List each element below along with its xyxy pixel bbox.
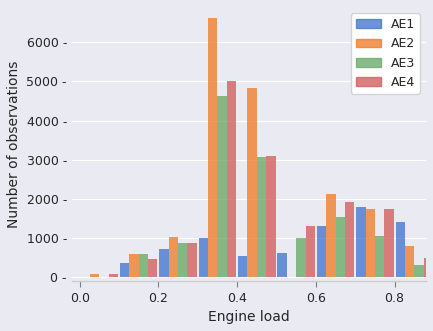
X-axis label: Engine load: Engine load [208, 310, 290, 324]
Bar [238, 257, 248, 277]
Bar [227, 80, 236, 277]
Bar [396, 222, 405, 277]
Bar [405, 246, 414, 277]
Bar [423, 259, 433, 277]
Bar [148, 259, 158, 277]
Bar [278, 253, 287, 277]
Bar [199, 238, 208, 277]
Bar [139, 255, 148, 277]
Bar [326, 194, 336, 277]
Bar [217, 96, 227, 277]
Bar [384, 210, 394, 277]
Bar [356, 208, 365, 277]
Bar [317, 226, 326, 277]
Bar [169, 237, 178, 277]
Bar [306, 226, 315, 277]
Bar [296, 238, 306, 277]
Bar [336, 217, 345, 277]
Bar [90, 274, 100, 277]
Bar [109, 274, 118, 277]
Bar [365, 210, 375, 277]
Bar [178, 243, 187, 277]
Bar [375, 236, 384, 277]
Bar [266, 156, 275, 277]
Bar [187, 243, 197, 277]
Bar [414, 265, 423, 277]
Y-axis label: Number of observations: Number of observations [7, 60, 21, 228]
Bar [208, 18, 217, 277]
Bar [345, 202, 354, 277]
Bar [248, 88, 257, 277]
Bar [120, 263, 129, 277]
Legend: AE1, AE2, AE3, AE4: AE1, AE2, AE3, AE4 [351, 13, 420, 94]
Bar [257, 157, 266, 277]
Bar [129, 254, 139, 277]
Bar [159, 249, 169, 277]
